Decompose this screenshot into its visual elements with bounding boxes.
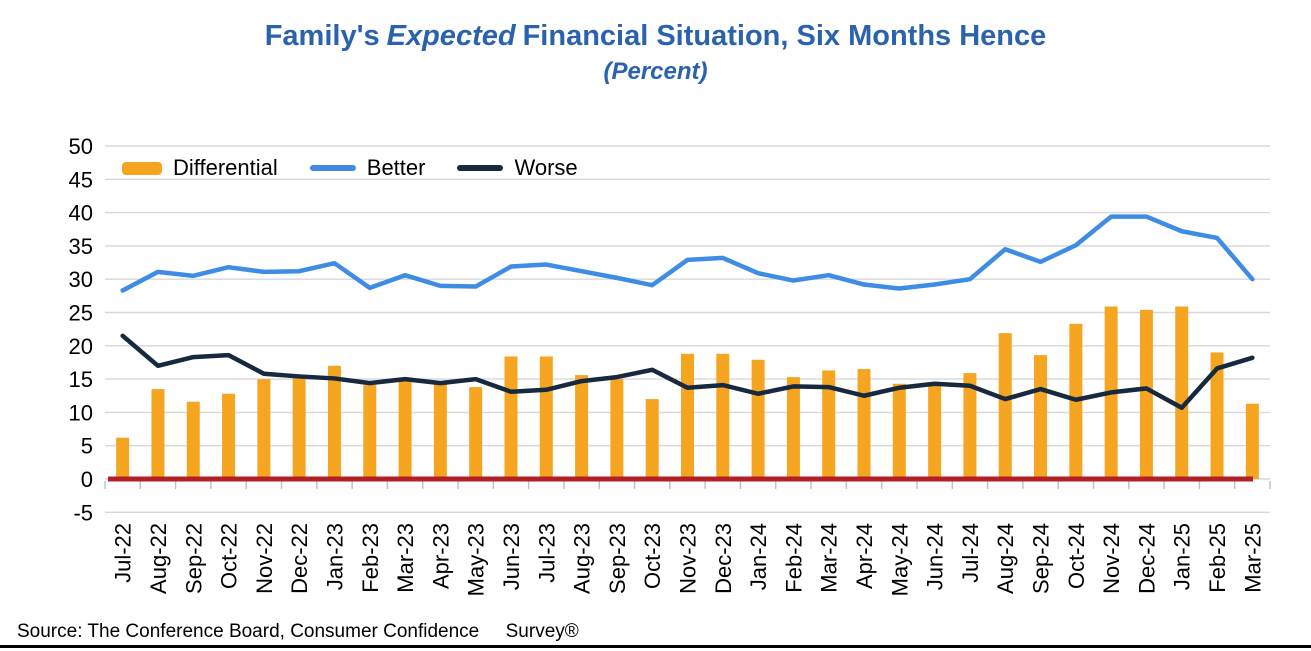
chart-title: Family's Expected Financial Situation, Six… — [0, 20, 1311, 53]
x-axis-label: Aug-23 — [570, 523, 595, 594]
differential-bar — [716, 353, 730, 479]
y-axis-label: -5 — [73, 500, 93, 525]
differential-bar — [186, 401, 200, 479]
x-axis-label: Feb-24 — [781, 523, 806, 593]
title-prefix: Family's — [264, 20, 380, 52]
better-line-swatch-icon — [309, 165, 356, 171]
differential-bar — [751, 359, 765, 479]
differential-bar — [1245, 403, 1259, 479]
legend: Differential Better Worse — [122, 155, 578, 181]
x-axis-label: Oct-23 — [640, 523, 665, 589]
x-axis-label: Dec-23 — [711, 523, 736, 594]
bottom-divider — [0, 645, 1311, 648]
x-axis-label: Apr-23 — [428, 523, 453, 589]
x-axis-label: Jul-22 — [111, 523, 136, 583]
legend-label-differential: Differential — [173, 155, 278, 180]
x-axis-label: May-23 — [464, 523, 489, 596]
title-suffix: Financial Situation, Six Months Hence — [522, 20, 1047, 52]
y-axis-label: 0 — [81, 467, 93, 492]
differential-bar — [1210, 352, 1224, 479]
x-axis-label: Oct-22 — [217, 523, 242, 589]
differential-bar — [681, 353, 694, 479]
differential-bar — [645, 399, 659, 479]
x-axis-label: Sep-24 — [1029, 523, 1054, 594]
x-axis-label: Jun-23 — [499, 523, 524, 590]
differential-bar — [1034, 355, 1048, 479]
differential-bar — [363, 385, 377, 479]
chart-subtitle: (Percent) — [603, 58, 708, 85]
worse-line-swatch-icon — [457, 165, 504, 171]
differential-bar — [398, 377, 412, 479]
y-axis-label: 25 — [69, 301, 93, 326]
y-axis-label: 40 — [69, 201, 93, 226]
x-axis-label: Dec-22 — [287, 523, 312, 594]
y-axis-label: 15 — [69, 367, 93, 392]
differential-bar — [116, 437, 130, 479]
differential-bar — [963, 373, 977, 479]
x-axis-label: Mar-25 — [1240, 523, 1265, 593]
differential-bar — [575, 375, 589, 479]
differential-bar — [786, 377, 800, 479]
y-axis-label: 20 — [69, 334, 93, 359]
differential-bar — [928, 384, 942, 479]
x-axis-label: Feb-25 — [1205, 523, 1230, 593]
x-axis-label: Jun-24 — [923, 523, 948, 590]
legend-label-better: Better — [366, 155, 426, 180]
x-axis-label: Aug-22 — [146, 523, 171, 594]
x-axis-label: Dec-24 — [1134, 523, 1159, 594]
y-axis-label: 50 — [69, 134, 93, 159]
x-axis-label: Apr-24 — [852, 523, 877, 589]
legend-item-differential: Differential — [122, 155, 278, 181]
x-axis-label: Oct-24 — [1064, 523, 1089, 589]
differential-bar — [998, 333, 1012, 479]
x-axis-label: Nov-23 — [676, 523, 701, 594]
legend-label-worse: Worse — [514, 155, 578, 180]
x-axis-label: Sep-22 — [181, 523, 206, 594]
x-axis-label: Mar-24 — [817, 523, 842, 593]
differential-bar — [822, 370, 836, 479]
y-axis-label: 35 — [69, 234, 93, 259]
x-axis-label: Jan-25 — [1170, 523, 1195, 590]
differential-bar — [539, 356, 553, 479]
x-axis-label: Jan-23 — [322, 523, 347, 590]
differential-bar-swatch-icon — [122, 161, 162, 175]
differential-bar — [857, 369, 871, 479]
x-axis-label: May-24 — [887, 523, 912, 596]
better-line — [120, 214, 1255, 293]
legend-item-better: Better — [309, 155, 426, 181]
source-note: Source: The Conference Board, Consumer C… — [17, 621, 579, 642]
differential-bar — [222, 393, 236, 479]
differential-bar — [504, 356, 518, 479]
y-axis-label: 10 — [69, 400, 93, 425]
y-axis-label: 45 — [69, 167, 93, 192]
x-axis-label: Jan-24 — [746, 523, 771, 590]
x-axis-label: Jul-23 — [534, 523, 559, 583]
differential-bar — [610, 379, 624, 479]
x-axis-label: Nov-24 — [1099, 523, 1124, 594]
x-axis-label: Nov-22 — [252, 523, 277, 594]
x-axis-label: Aug-24 — [993, 523, 1018, 594]
differential-bar — [892, 383, 906, 479]
differential-bar — [292, 375, 306, 479]
y-axis-label: 5 — [81, 434, 93, 459]
differential-bar — [1139, 309, 1153, 479]
differential-bar — [1175, 306, 1189, 479]
title-emphasis: Expected — [386, 20, 516, 52]
differential-bar — [327, 365, 341, 479]
worse-line — [120, 333, 1255, 410]
x-axis-label: Feb-23 — [358, 523, 383, 593]
y-axis-label: 30 — [69, 267, 93, 292]
x-axis-label: Mar-23 — [393, 523, 418, 593]
differential-bar — [469, 387, 483, 479]
x-axis-label: Jul-24 — [958, 523, 983, 583]
legend-item-worse: Worse — [457, 155, 578, 181]
differential-bar — [433, 383, 447, 479]
x-axis-label: Sep-23 — [605, 523, 630, 594]
differential-bar — [257, 379, 271, 479]
differential-bar — [151, 389, 165, 479]
